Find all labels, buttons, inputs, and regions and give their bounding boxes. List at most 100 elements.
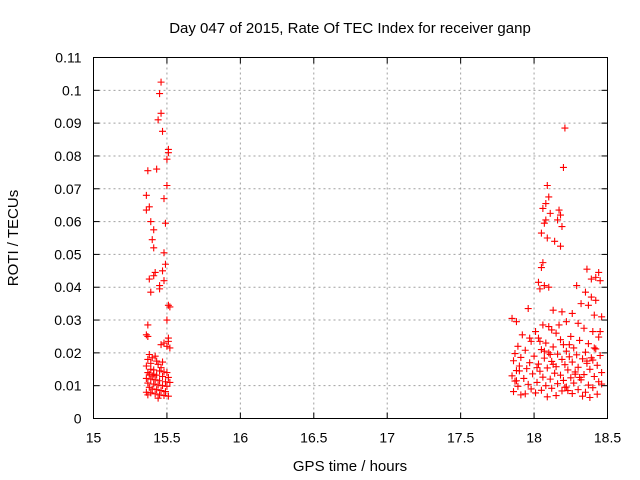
- data-point: [586, 365, 594, 373]
- data-point: [561, 383, 569, 391]
- data-point: [545, 283, 553, 291]
- data-point: [518, 331, 526, 339]
- data-point: [559, 163, 567, 171]
- data-point: [524, 380, 532, 388]
- data-point: [584, 301, 592, 309]
- data-point: [549, 343, 557, 351]
- data-point: [568, 358, 576, 366]
- data-point: [567, 332, 575, 340]
- y-tick-label: 0.06: [54, 214, 81, 230]
- data-point: [160, 195, 168, 203]
- data-point: [159, 127, 167, 135]
- data-point: [150, 272, 158, 280]
- data-point: [552, 392, 560, 400]
- data-point: [163, 382, 171, 390]
- data-point: [144, 379, 152, 387]
- data-point: [532, 328, 540, 336]
- data-point: [150, 244, 158, 252]
- data-point: [545, 323, 553, 331]
- data-point: [555, 321, 563, 329]
- data-point: [157, 78, 165, 86]
- data-point: [148, 236, 156, 244]
- data-point: [583, 357, 591, 365]
- data-point: [154, 116, 162, 124]
- data-point: [579, 355, 587, 363]
- data-point: [523, 365, 531, 373]
- data-point: [571, 370, 579, 378]
- data-point: [521, 390, 529, 398]
- data-point: [565, 353, 573, 361]
- data-point: [145, 275, 153, 283]
- plot-frame: [93, 57, 608, 419]
- data-point: [545, 193, 553, 201]
- data-point: [145, 203, 153, 211]
- data-point: [590, 344, 598, 352]
- data-point: [147, 365, 155, 373]
- data-point: [558, 355, 566, 363]
- data-point: [160, 339, 168, 347]
- data-point: [570, 379, 578, 387]
- data-point: [537, 229, 545, 237]
- data-point: [562, 318, 570, 326]
- data-point: [153, 165, 161, 173]
- data-point: [161, 378, 169, 386]
- data-point: [543, 181, 551, 189]
- x-tick-label: 15.5: [153, 430, 180, 446]
- data-point: [151, 376, 159, 384]
- x-tick-label: 15: [86, 430, 102, 446]
- data-point: [521, 346, 529, 354]
- data-point: [156, 367, 164, 375]
- data-point: [581, 348, 589, 356]
- data-point: [546, 351, 554, 359]
- data-point: [536, 367, 544, 375]
- x-tick-label: 16.5: [300, 430, 327, 446]
- data-point: [592, 345, 600, 353]
- y-tick-label: 0.09: [54, 115, 81, 131]
- x-axis-label: GPS time / hours: [293, 458, 407, 475]
- data-point: [551, 369, 559, 377]
- data-point: [551, 237, 559, 245]
- data-point: [564, 387, 572, 395]
- data-point: [510, 357, 518, 365]
- data-point: [148, 372, 156, 380]
- data-point: [587, 293, 595, 301]
- data-point: [508, 314, 516, 322]
- data-point: [548, 357, 556, 365]
- y-tick-label: 0.1: [62, 82, 82, 98]
- data-point: [151, 390, 159, 398]
- data-point: [568, 390, 576, 398]
- data-point: [576, 336, 584, 344]
- data-point: [144, 332, 152, 340]
- y-axis-label: ROTI / TECUs: [5, 190, 22, 286]
- data-point: [574, 386, 582, 394]
- data-point: [517, 391, 525, 399]
- data-point: [153, 357, 161, 365]
- data-point: [557, 371, 565, 379]
- data-point: [147, 359, 155, 367]
- data-point: [583, 265, 591, 273]
- data-point: [161, 388, 169, 396]
- data-point: [584, 381, 592, 389]
- data-point: [151, 352, 159, 360]
- data-point: [153, 371, 161, 379]
- data-point: [154, 381, 162, 389]
- x-tick-label: 16: [233, 430, 249, 446]
- data-points: [142, 78, 606, 402]
- data-point: [156, 90, 164, 98]
- data-point: [557, 336, 565, 344]
- data-point: [532, 389, 540, 397]
- data-point: [596, 328, 604, 336]
- data-point: [568, 309, 576, 317]
- data-point: [157, 364, 165, 372]
- data-point: [157, 387, 165, 395]
- data-point: [534, 334, 542, 342]
- data-point: [540, 347, 548, 355]
- data-point: [514, 382, 522, 390]
- data-point: [542, 382, 550, 390]
- data-point: [142, 374, 150, 382]
- data-point: [151, 268, 159, 276]
- data-point: [598, 369, 606, 377]
- data-point: [555, 206, 563, 214]
- data-point: [147, 375, 155, 383]
- data-point: [554, 216, 562, 224]
